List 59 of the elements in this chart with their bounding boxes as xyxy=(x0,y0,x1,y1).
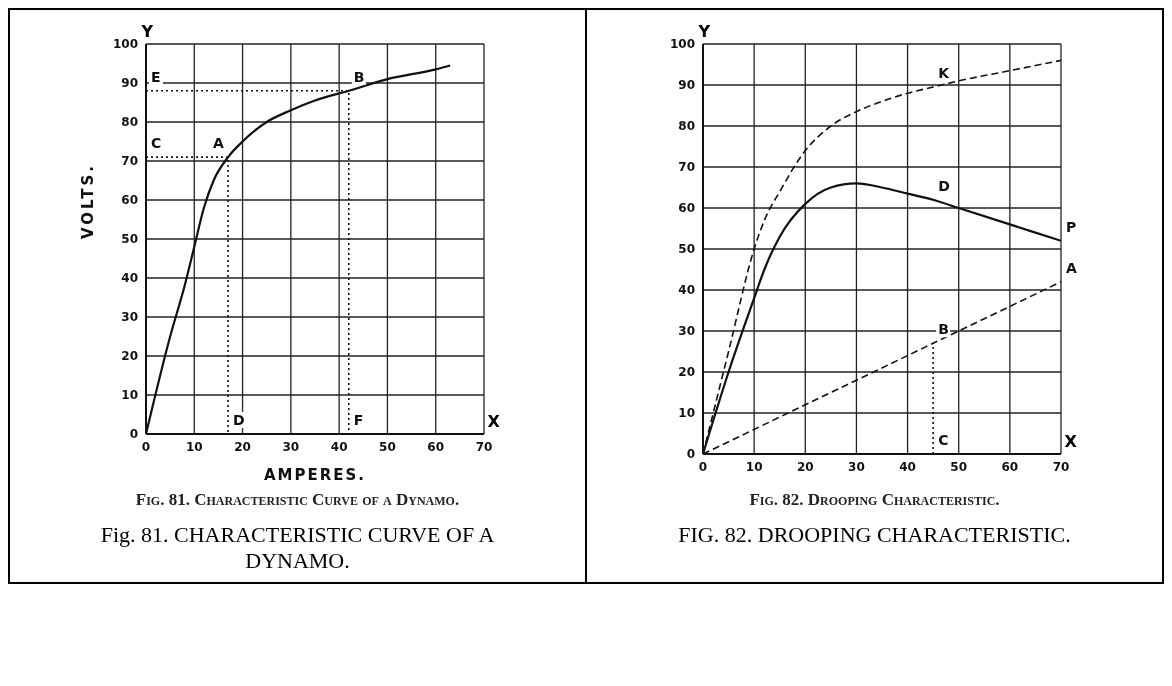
annotation: A xyxy=(212,135,224,152)
annotation: K xyxy=(937,65,950,82)
text: FIG. 82. DROOPING CHARACTERISTIC. xyxy=(677,522,1072,548)
x-tick-label: 20 xyxy=(796,459,814,474)
x-tick-label: 30 xyxy=(847,459,865,474)
annotation: B xyxy=(353,68,364,85)
annotation: D xyxy=(232,412,245,428)
y-tick-label: 50 xyxy=(677,242,695,257)
text: X xyxy=(487,412,500,431)
annotation: A xyxy=(1065,259,1077,276)
annotation: C xyxy=(150,135,161,152)
y-tick-label: 100 xyxy=(669,37,695,52)
text: X xyxy=(1064,432,1077,451)
x-tick-label: 30 xyxy=(282,439,299,454)
y-tick-label: 10 xyxy=(120,388,138,403)
y-tick-label: 90 xyxy=(120,76,138,91)
y-tick-label: 80 xyxy=(120,115,138,130)
annotation: F xyxy=(353,412,363,428)
x-tick-label: 40 xyxy=(330,439,347,454)
x-tick-label: 20 xyxy=(233,439,251,454)
y-tick-label: 50 xyxy=(120,232,138,247)
x-tick-label: 60 xyxy=(426,439,444,454)
x-axis-title: AMPERES. xyxy=(263,466,366,484)
annotation: D xyxy=(937,177,950,194)
x-tick-label: 0 xyxy=(141,439,150,454)
annotation: E xyxy=(150,68,161,85)
x-tick-label: 70 xyxy=(1052,459,1069,474)
y-tick-label: 20 xyxy=(677,365,695,380)
y-tick-label: 100 xyxy=(112,37,138,52)
x-tick-label: 70 xyxy=(475,439,492,454)
y-tick-label: 10 xyxy=(677,406,695,421)
y-tick-label: 20 xyxy=(120,349,138,364)
y-tick-label: 70 xyxy=(677,160,695,175)
y-tick-label: 80 xyxy=(677,119,695,134)
x-tick-label: 50 xyxy=(949,459,967,474)
text: Fig. 81. Characteristic Curve of a Dynamo. xyxy=(135,490,460,510)
x-tick-label: 10 xyxy=(745,459,762,474)
y-tick-label: 40 xyxy=(677,283,695,298)
text: Y xyxy=(698,22,711,41)
annotation: B xyxy=(937,321,949,338)
x-tick-label: 50 xyxy=(378,439,396,454)
text: Fig. 82. Drooping Characteristic. xyxy=(749,490,1000,510)
y-tick-label: 60 xyxy=(677,201,695,216)
y-tick-label: 30 xyxy=(120,310,138,325)
y-tick-label: 0 xyxy=(129,427,138,442)
y-axis-title: VOLTS. xyxy=(78,163,97,239)
text: Fig. 81. CHARACTERISTIC CURVE OF A DYNAMO. xyxy=(99,522,496,574)
annotation: C xyxy=(937,432,948,448)
annotation: P xyxy=(1065,218,1076,235)
x-tick-label: 40 xyxy=(898,459,916,474)
x-tick-label: 10 xyxy=(185,439,203,454)
y-tick-label: 70 xyxy=(120,154,138,169)
y-tick-label: 40 xyxy=(120,271,138,286)
y-tick-label: 90 xyxy=(677,78,695,93)
y-tick-label: 30 xyxy=(677,324,695,339)
y-tick-label: 60 xyxy=(120,193,138,208)
x-tick-label: 60 xyxy=(1001,459,1018,474)
text: Y xyxy=(141,22,154,41)
x-tick-label: 0 xyxy=(698,459,707,474)
